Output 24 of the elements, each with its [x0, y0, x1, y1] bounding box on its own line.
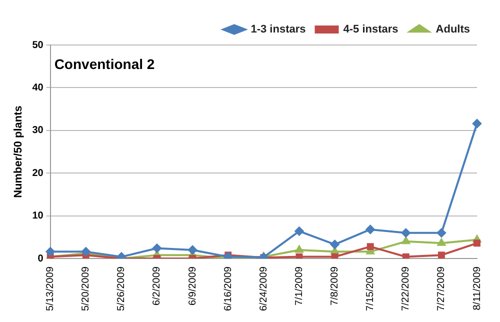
- x-tick-label: 6/24/2009: [258, 266, 270, 312]
- x-tick-label: 5/13/2009: [45, 266, 56, 312]
- x-tick-label: 8/11/2009: [472, 266, 483, 310]
- y-tick-label: 30: [32, 125, 44, 136]
- x-tick-label: 7/8/2009: [330, 266, 341, 306]
- legend-label: 1-3 instars: [250, 24, 306, 36]
- text: Conventional 2: [54, 56, 155, 72]
- y-tick-label: 10: [32, 210, 44, 222]
- legend-label: Adults: [436, 24, 470, 36]
- x-tick-label: 7/27/2009: [436, 266, 448, 312]
- x-tick-label: 6/9/2009: [187, 266, 198, 306]
- y-tick-label: 0: [38, 253, 44, 264]
- x-tick-label: 6/16/2009: [222, 266, 234, 312]
- x-tick-label: 5/20/2009: [80, 266, 92, 312]
- y-tick-label: 20: [32, 168, 44, 179]
- x-tick-label: 7/15/2009: [365, 266, 376, 312]
- x-tick-label: 7/1/2009: [294, 266, 305, 306]
- y-tick-label: 40: [32, 82, 44, 94]
- legend-label: 4-5 instars: [343, 24, 398, 36]
- y-tick-label: 50: [32, 40, 44, 51]
- x-tick-label: 7/22/2009: [400, 266, 412, 312]
- x-tick-label: 6/2/2009: [152, 266, 163, 306]
- x-tick-label: 5/26/2009: [116, 266, 128, 312]
- y-axis-title: Number/50 plants: [12, 106, 25, 198]
